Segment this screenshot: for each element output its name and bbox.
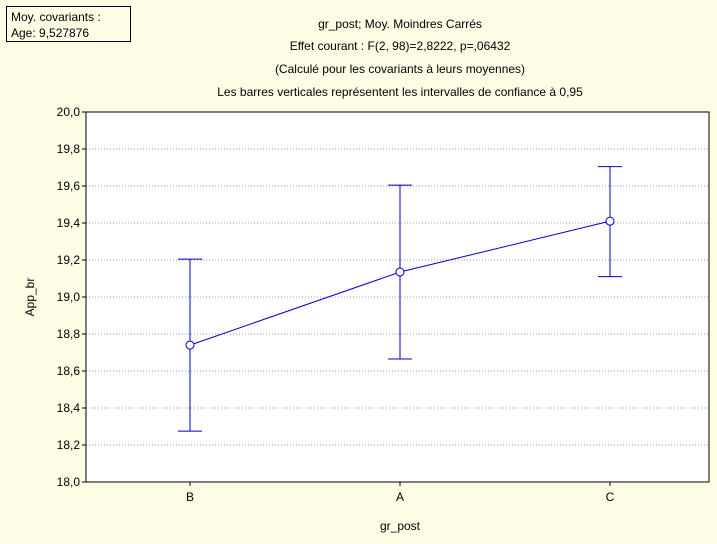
plot-border [85,111,710,483]
y-tick-label: 18,8 [57,327,81,341]
y-tick-label: 18,0 [57,475,81,489]
y-axis-label: App_br [23,278,37,317]
chart-title-line-4: Les barres verticales représentent les i… [217,85,583,99]
chart-title-line-2: Effet courant : F(2, 98)=2,8222, p=,0643… [290,39,511,53]
y-tick-label: 19,6 [57,179,81,193]
y-tick-label: 18,2 [57,438,81,452]
y-tick-label: 19,0 [57,290,81,304]
y-tick-label: 20,0 [57,105,81,119]
y-tick-label: 18,4 [57,401,81,415]
y-tick-label: 19,4 [57,216,81,230]
x-axis-label: gr_post [380,519,421,533]
y-tick-label: 19,2 [57,253,81,267]
chart-title-line-3: (Calculé pour les covariants à leurs moy… [275,62,525,76]
covariate-age-value: Age: 9,527876 [11,26,90,40]
data-point-A [395,267,405,277]
data-point-C [605,216,615,226]
covariate-label: Moy. covariants : [11,10,101,24]
x-tick-label: C [606,490,615,504]
chart-title-line-1: gr_post; Moy. Moindres Carrés [318,17,482,31]
covariate-means-box: Moy. covariants : Age: 9,527876 [6,6,131,42]
x-tick-label: B [186,490,194,504]
y-tick-label: 19,8 [57,142,81,156]
y-tick-label: 18,6 [57,364,81,378]
data-point-B [185,340,195,350]
x-tick-label: A [396,490,404,504]
